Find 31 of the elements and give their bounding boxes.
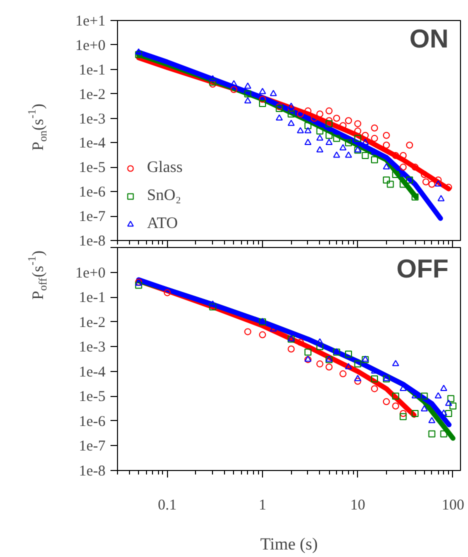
y-tick-label: 1e-4 <box>78 364 106 380</box>
y-tick-label: 1e-6 <box>78 414 106 430</box>
y-tick-label: 1e-5 <box>78 389 106 406</box>
y-tick-label: 1e-7 <box>78 209 106 226</box>
y-tick-label: 1e-1 <box>78 62 106 78</box>
y-tick-label: 1e+0 <box>75 265 106 282</box>
y-tick-label: 1e-2 <box>78 86 106 103</box>
x-axis-title: Time (s) <box>260 534 318 554</box>
legend-label: Glass <box>147 159 183 177</box>
y-tick-label: 1e-3 <box>78 111 106 128</box>
x-tick-label: 10 <box>350 498 366 514</box>
y-tick-label: 1e-1 <box>78 290 106 306</box>
y-tick-label: 1e+0 <box>75 38 106 54</box>
y-tick-label: 1e-8 <box>78 234 106 250</box>
x-tick-label: 100 <box>442 498 464 514</box>
y-tick-label: 1e-2 <box>78 314 106 331</box>
y-tick-label: 1e-6 <box>78 184 106 201</box>
y-axis-title: Poff(s-1) <box>26 250 50 300</box>
y-tick-label: 1e-5 <box>78 160 106 176</box>
y-tick-label: 1e-7 <box>78 438 106 455</box>
y-tick-label: 1e+1 <box>75 14 106 30</box>
annotation: OFF <box>396 254 449 284</box>
y-tick-label: 1e-8 <box>78 464 106 480</box>
y-tick-label: 1e-4 <box>78 136 106 152</box>
y-tick-label: 1e-3 <box>78 340 106 356</box>
x-tick-label: 1 <box>258 498 266 514</box>
y-axis-title: Pon(s-1) <box>26 104 50 151</box>
annotation: ON <box>410 24 448 54</box>
legend-label: ATO <box>147 215 178 233</box>
x-tick-label: 0.1 <box>158 498 177 514</box>
legend-label: SnO₂ <box>147 187 182 205</box>
